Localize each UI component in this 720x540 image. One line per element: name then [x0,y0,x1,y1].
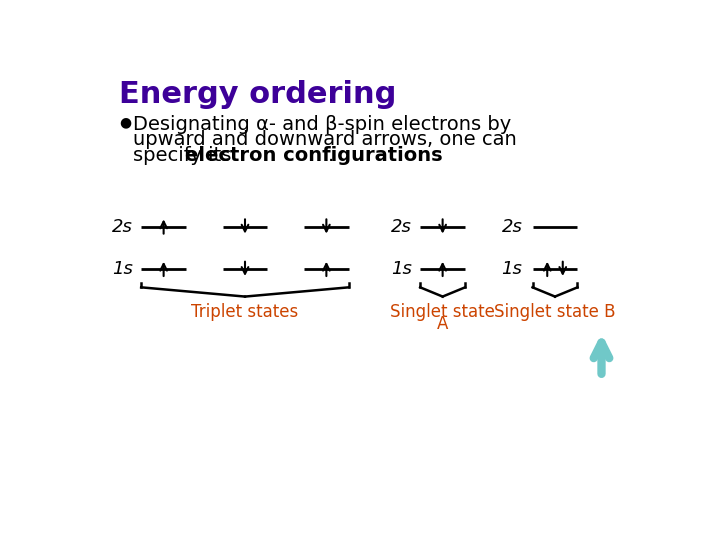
Text: Triplet states: Triplet states [192,303,299,321]
Text: 2s: 2s [391,218,412,235]
Text: .: . [328,146,334,165]
Text: upward and downward arrows, one can: upward and downward arrows, one can [132,130,516,149]
Text: 1s: 1s [502,260,523,278]
Text: Singlet state: Singlet state [390,303,495,321]
Text: 1s: 1s [112,260,132,278]
Text: electron configurations: electron configurations [185,146,443,165]
Text: ●: ● [120,115,132,129]
Text: 2s: 2s [112,218,132,235]
Text: Energy ordering: Energy ordering [120,80,397,109]
Text: Singlet state B: Singlet state B [494,303,616,321]
Text: Designating α- and β-spin electrons by: Designating α- and β-spin electrons by [132,115,511,134]
Text: 1s: 1s [391,260,412,278]
Text: specify its: specify its [132,146,238,165]
Text: 2s: 2s [502,218,523,235]
Text: A: A [437,315,449,333]
